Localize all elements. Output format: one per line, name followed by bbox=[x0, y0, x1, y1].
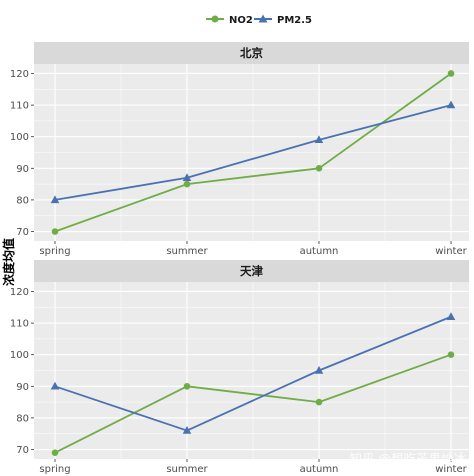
major-gridlines-tianjin bbox=[34, 282, 469, 459]
legend-key-pm25-marker bbox=[258, 14, 268, 23]
data-point-no2 bbox=[315, 398, 323, 406]
y-tick-label: 110 bbox=[10, 319, 29, 330]
data-point-pm25 bbox=[50, 381, 60, 390]
legend-label-pm25: PM2.5 bbox=[277, 15, 312, 26]
series-pm25-beijing bbox=[50, 100, 456, 204]
series-line-pm25 bbox=[54, 315, 452, 432]
y-tick-label: 90 bbox=[16, 382, 29, 393]
legend-key-no2-marker bbox=[211, 15, 219, 23]
data-point-pm25 bbox=[50, 195, 60, 204]
series-pm25-tianjin bbox=[50, 312, 456, 434]
data-point-no2 bbox=[183, 180, 191, 188]
facet-panel-beijing: 北京 70 80 90 100 110 120 spring summer autumn wint… bbox=[10, 42, 469, 257]
y-tick-label: 80 bbox=[16, 195, 29, 206]
y-tick-label: 70 bbox=[16, 445, 29, 456]
y-tick-label: 80 bbox=[16, 413, 29, 424]
y-tick-label: 90 bbox=[16, 164, 29, 175]
series-line-pm25 bbox=[54, 104, 452, 201]
data-point-no2 bbox=[447, 70, 455, 77]
data-point-pm25 bbox=[182, 173, 192, 181]
series-no2-tianjin bbox=[51, 351, 455, 456]
x-tick-label: summer bbox=[166, 464, 208, 475]
data-point-pm25 bbox=[446, 100, 456, 109]
y-axis-label: 浓度均值 bbox=[1, 238, 16, 286]
data-point-pm25 bbox=[182, 426, 192, 434]
facet-panel-tianjin: 天津 70 80 90 100 110 120 spring summer autumn wint… bbox=[10, 260, 469, 475]
data-point-no2 bbox=[447, 351, 455, 358]
watermark: 知乎 @想吃芒果炒冰 bbox=[350, 451, 467, 466]
data-point-pm25 bbox=[314, 135, 324, 144]
legend-label-no2: NO2 bbox=[229, 15, 253, 26]
y-tick-label: 100 bbox=[10, 132, 29, 143]
x-tick-label: autumn bbox=[300, 246, 339, 257]
data-point-no2 bbox=[51, 228, 59, 235]
minor-gridlines-beijing bbox=[34, 64, 469, 241]
y-tick-label: 120 bbox=[10, 287, 29, 298]
data-point-no2 bbox=[51, 449, 59, 456]
legend: NO2 PM2.5 bbox=[206, 14, 312, 26]
legend-item-no2: NO2 bbox=[206, 15, 253, 26]
x-tick-label: winter bbox=[435, 464, 467, 475]
facet-strip-beijing bbox=[34, 42, 469, 64]
data-point-pm25 bbox=[446, 312, 456, 320]
facet-title-beijing: 北京 bbox=[240, 46, 263, 60]
x-tick-label: autumn bbox=[300, 464, 339, 475]
facet-title-tianjin: 天津 bbox=[240, 264, 263, 278]
y-tick-label: 100 bbox=[10, 350, 29, 361]
y-tick-label: 70 bbox=[16, 227, 29, 238]
legend-item-pm25: PM2.5 bbox=[254, 14, 312, 26]
data-point-pm25 bbox=[314, 366, 324, 374]
major-gridlines-beijing bbox=[34, 64, 469, 241]
series-line-no2 bbox=[54, 72, 452, 233]
x-tick-label: spring bbox=[39, 464, 70, 475]
x-tick-label: spring bbox=[39, 246, 70, 257]
y-tick-label: 110 bbox=[10, 101, 29, 112]
data-point-no2 bbox=[183, 383, 191, 390]
series-no2-beijing bbox=[51, 70, 455, 235]
y-tick-label: 120 bbox=[10, 69, 29, 80]
x-tick-label: summer bbox=[166, 246, 208, 257]
series-line-no2 bbox=[54, 353, 452, 454]
facet-strip-tianjin bbox=[34, 260, 469, 282]
x-tick-label: winter bbox=[435, 246, 467, 257]
data-point-no2 bbox=[315, 165, 323, 172]
